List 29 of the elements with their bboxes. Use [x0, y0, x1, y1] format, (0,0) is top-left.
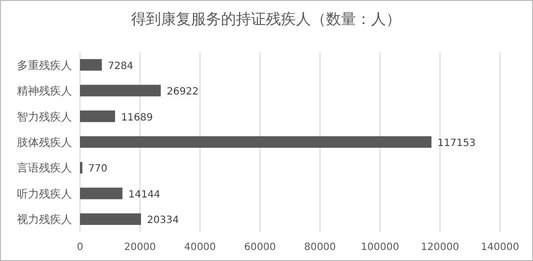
data-label: 7284 — [108, 60, 134, 72]
x-tick-label: 140000 — [480, 242, 520, 253]
data-label: 14144 — [128, 189, 160, 200]
bar — [80, 59, 102, 71]
data-label: 117153 — [437, 138, 476, 149]
chart-title: 得到康复服务的持证残疾人（数量：人） — [131, 10, 401, 28]
x-tick-label: 0 — [76, 242, 84, 253]
y-tick-label: 视力残疾人 — [17, 213, 72, 226]
data-label: 26922 — [166, 86, 199, 98]
x-tick-label: 60000 — [244, 242, 276, 253]
y-tick-label: 智力残疾人 — [17, 110, 72, 124]
bar — [80, 188, 122, 200]
x-tick-label: 40000 — [184, 242, 216, 253]
bar — [80, 136, 432, 148]
x-tick-label: 120000 — [420, 242, 460, 253]
y-tick-label: 言语残疾人 — [17, 162, 72, 175]
data-label: 20334 — [147, 215, 179, 226]
y-tick-label: 多重残疾人 — [17, 58, 72, 72]
bar — [80, 213, 141, 225]
data-label: 770 — [88, 164, 108, 175]
bar — [80, 110, 116, 122]
y-tick-label: 精神残疾人 — [17, 84, 72, 98]
y-tick-label: 听力残疾人 — [17, 187, 72, 200]
x-tick-label: 80000 — [304, 242, 336, 253]
y-tick-label: 肢体残疾人 — [17, 136, 72, 149]
bar — [80, 84, 161, 96]
data-label: 11689 — [121, 112, 153, 124]
x-tick-label: 100000 — [360, 242, 400, 253]
x-tick-label: 20000 — [124, 242, 156, 253]
